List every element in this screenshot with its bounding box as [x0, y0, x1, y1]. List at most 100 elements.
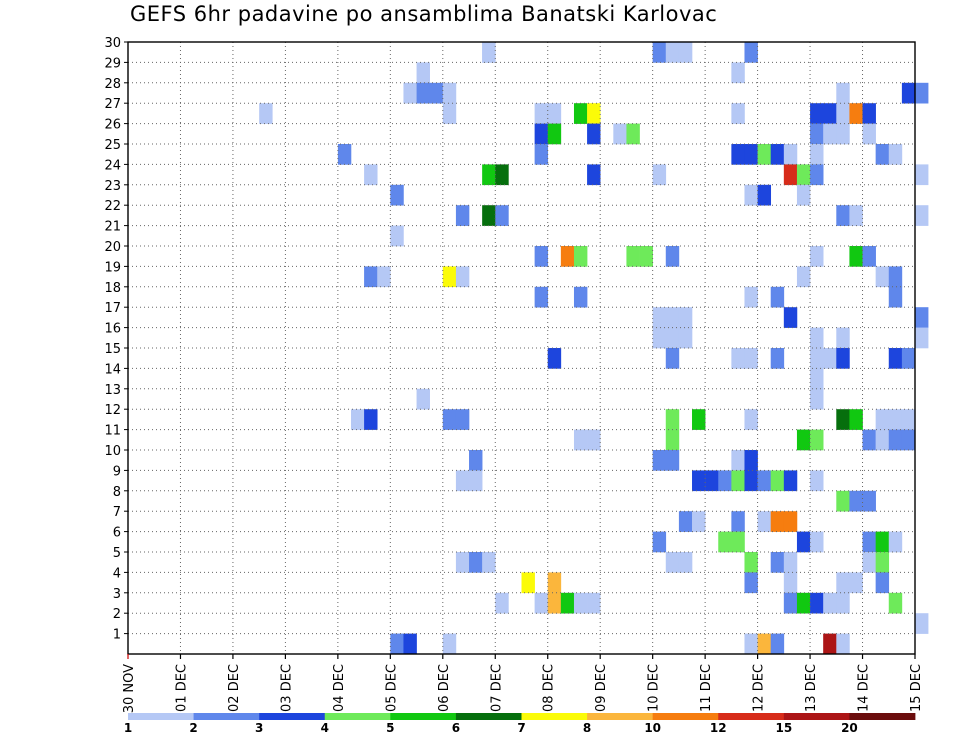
- y-tick-label: 8: [113, 485, 121, 500]
- heatmap-cell: [810, 164, 824, 186]
- heatmap-cell: [495, 592, 509, 614]
- y-tick-label: 17: [104, 301, 121, 316]
- heatmap-cell: [915, 613, 929, 634]
- y-tick-label: 23: [104, 179, 121, 194]
- x-tick-label: 01 DEC: [174, 664, 189, 712]
- heatmap-cell: [652, 307, 667, 328]
- heatmap-cell: [810, 103, 824, 124]
- heatmap-cell: [652, 327, 667, 349]
- x-tick-label: 02 DEC: [227, 664, 242, 712]
- heatmap-cell: [849, 205, 863, 226]
- y-tick-label: 6: [113, 526, 121, 541]
- heatmap-cell: [836, 633, 850, 655]
- heatmap-cell: [757, 144, 772, 165]
- x-tick-label: 11 DEC: [699, 664, 714, 712]
- heatmap-cell: [770, 470, 785, 492]
- heatmap-cell: [862, 552, 876, 573]
- heatmap-cell: [836, 348, 850, 369]
- heatmap-cell: [796, 164, 811, 186]
- heatmap-cell: [521, 572, 535, 594]
- heatmap-cell: [652, 531, 667, 553]
- heatmap-cell: [862, 123, 876, 145]
- heatmap-cell: [534, 246, 549, 267]
- y-tick-label: 16: [104, 322, 121, 337]
- heatmap-cell: [888, 348, 903, 369]
- y-tick-label: 2: [113, 607, 121, 622]
- x-tick-label: 03 DEC: [279, 664, 294, 712]
- y-tick-label: 14: [104, 362, 121, 377]
- heatmap-cell: [639, 246, 653, 267]
- y-tick-label: 21: [104, 220, 121, 235]
- heatmap-cell: [901, 348, 916, 369]
- heatmap-cell: [810, 388, 824, 410]
- y-tick-label: 5: [113, 546, 121, 561]
- heatmap-cell: [783, 307, 798, 328]
- heatmap-cell: [901, 429, 916, 451]
- heatmap-cell: [364, 164, 378, 186]
- heatmap-cell: [482, 42, 496, 63]
- heatmap-cell: [587, 164, 601, 186]
- heatmap-cell: [416, 82, 430, 104]
- y-tick-label: 12: [104, 403, 121, 418]
- heatmap-cell: [718, 470, 732, 492]
- heatmap-cell: [587, 103, 601, 124]
- heatmap-cell: [783, 470, 798, 492]
- y-tick-label: 13: [104, 383, 121, 398]
- y-tick-label: 19: [104, 260, 121, 275]
- x-axis: 30 NOV 01 DEC 02 DEC 03 DEC 04 DEC 05 DEC 06 D…: [122, 654, 924, 713]
- x-tick-label: 07 DEC: [489, 664, 504, 712]
- heatmap-cell: [350, 409, 365, 430]
- heatmap-cell: [442, 82, 457, 104]
- heatmap-cell: [836, 592, 850, 614]
- heatmap-cell: [377, 266, 391, 288]
- heatmap-cell: [455, 266, 470, 288]
- heatmap-cell: [849, 572, 863, 594]
- heatmap-cell: [390, 633, 404, 655]
- heatmap-cell: [442, 633, 457, 655]
- heatmap-cell: [823, 103, 837, 124]
- heatmap-cell: [744, 470, 758, 492]
- legend-label: 6: [452, 721, 460, 735]
- heatmap-cell: [416, 62, 430, 84]
- heatmap-cell: [692, 409, 706, 430]
- heatmap-cell: [849, 246, 863, 267]
- heatmap-cell: [547, 572, 562, 594]
- heatmap-cell: [836, 572, 850, 594]
- heatmap-cell: [783, 552, 798, 573]
- heatmap-cell: [547, 348, 562, 369]
- heatmap-cell: [469, 450, 483, 471]
- heatmap-cell: [757, 470, 772, 492]
- heatmap-cell: [665, 327, 680, 349]
- heatmap-cell: [534, 286, 549, 308]
- heatmap-cell: [731, 103, 745, 124]
- heatmap-cell: [469, 552, 483, 573]
- heatmap-cell: [678, 327, 693, 349]
- heatmap-cell: [770, 348, 785, 369]
- heatmap-cell: [888, 409, 903, 430]
- heatmap-cell: [731, 144, 745, 165]
- heatmap-cell: [836, 82, 850, 104]
- legend-label: 7: [517, 721, 525, 735]
- heatmap-cell: [875, 409, 890, 430]
- heatmap-cell: [455, 409, 470, 430]
- y-tick-label: 3: [113, 587, 121, 602]
- heatmap-cell: [744, 286, 758, 308]
- heatmap-cell: [770, 633, 785, 655]
- heatmap-cell: [770, 286, 785, 308]
- legend-swatch: [652, 713, 719, 720]
- heatmap-cell: [495, 205, 509, 226]
- heatmap-cell: [403, 82, 417, 104]
- heatmap-cell: [731, 348, 745, 369]
- heatmap-cell: [862, 531, 876, 553]
- heatmap-cell: [888, 286, 903, 308]
- heatmap-cell: [915, 307, 929, 328]
- legend-label: 8: [583, 721, 591, 735]
- heatmap-cell: [665, 307, 680, 328]
- heatmap-cell: [442, 409, 457, 430]
- heatmap-cell: [744, 450, 758, 471]
- heatmap-cell: [915, 327, 929, 349]
- heatmap-cell: [770, 144, 785, 165]
- legend-label: 1: [124, 721, 132, 735]
- heatmap-cell: [469, 470, 483, 492]
- heatmap-cell: [390, 225, 404, 247]
